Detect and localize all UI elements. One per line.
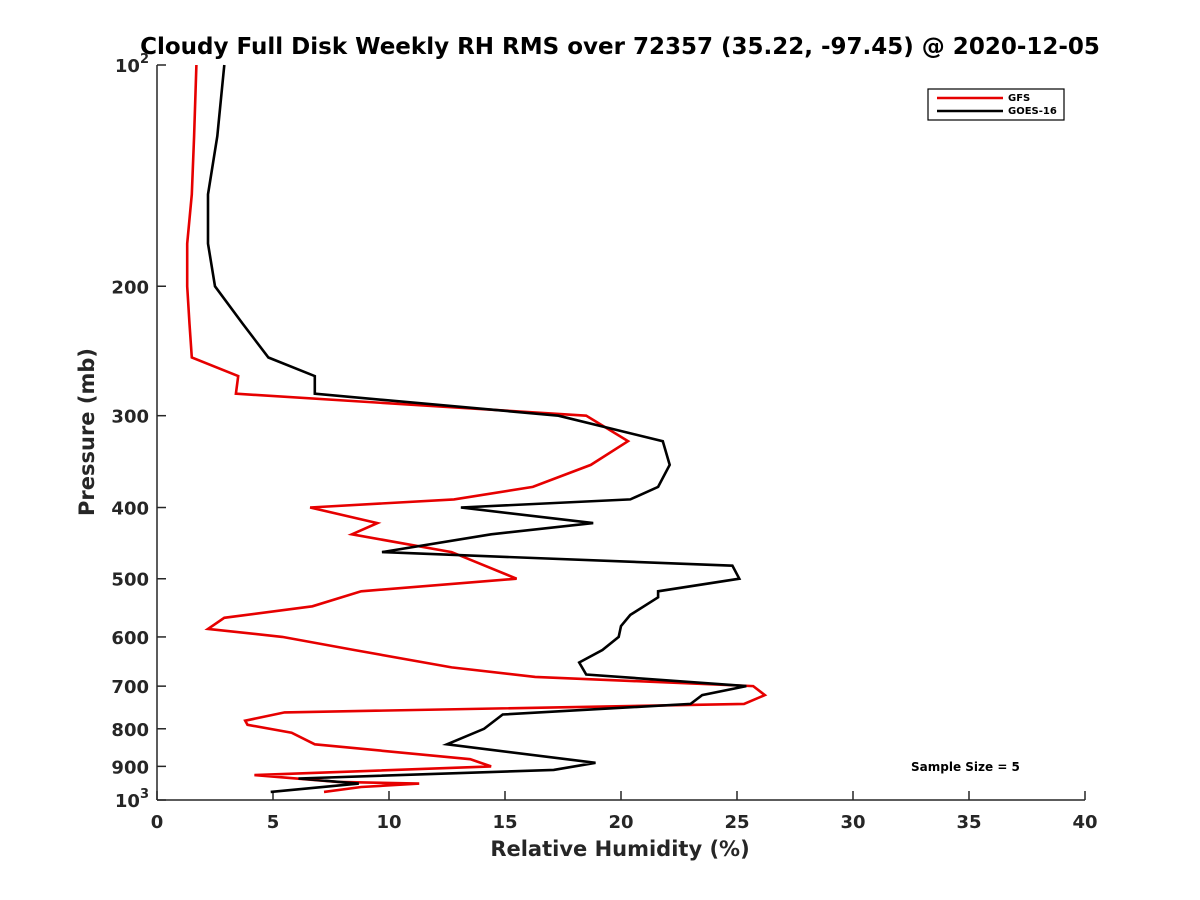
legend: GFS GOES-16	[927, 88, 1065, 121]
series-line-gfs	[185, 64, 768, 794]
y-tick-label: 200	[111, 277, 149, 298]
y-tick-label: 600	[111, 628, 149, 649]
y-tick-label: 400	[111, 499, 149, 520]
y-tick-label-base: 10	[115, 56, 140, 77]
y-tick-label: 103	[115, 787, 149, 812]
y-tick-label: 800	[111, 720, 149, 741]
legend-box	[927, 88, 1065, 121]
x-tick-label: 0	[151, 812, 164, 833]
x-tick-label: 15	[492, 812, 517, 833]
y-tick-label-base: 10	[115, 791, 140, 812]
y-tick-label: 102	[115, 52, 149, 77]
x-tick-label: 5	[267, 812, 280, 833]
chart-title: Cloudy Full Disk Weekly RH RMS over 7235…	[140, 34, 1100, 60]
series-line-goes16	[206, 64, 747, 794]
x-tick-label: 20	[608, 812, 633, 833]
x-tick-label: 40	[1072, 812, 1097, 833]
y-tick-label-exponent: 3	[140, 787, 149, 802]
x-tick-label: 35	[956, 812, 981, 833]
y-axis-label: Pressure (mb)	[75, 348, 99, 516]
plot-background	[157, 65, 1085, 800]
y-tick-label: 500	[111, 570, 149, 591]
x-tick-label: 25	[724, 812, 749, 833]
x-axis-label: Relative Humidity (%)	[490, 837, 749, 861]
x-tick-label: 10	[376, 812, 401, 833]
legend-label-goes16: GOES-16	[1008, 106, 1057, 117]
y-tick-label: 900	[111, 757, 149, 778]
sample-size-annotation: Sample Size = 5	[911, 760, 1020, 774]
y-tick-label: 700	[111, 677, 149, 698]
y-tick-label-exponent: 2	[140, 52, 149, 67]
plot-area: 0 5 10 15 20 25 30 35 40 10220030040050060070080…	[111, 52, 1097, 833]
x-tick-label: 30	[840, 812, 865, 833]
y-tick-label: 300	[111, 407, 149, 428]
series-lines	[185, 64, 768, 794]
x-ticks: 0 5 10 15 20 25 30 35 40	[151, 791, 1098, 833]
legend-label-gfs: GFS	[1008, 93, 1030, 104]
